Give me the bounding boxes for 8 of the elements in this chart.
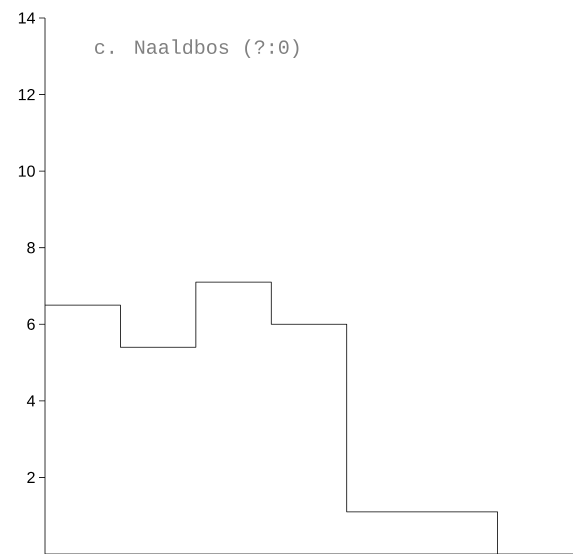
y-tick-label: 10 — [18, 165, 35, 177]
y-tick-label: 4 — [26, 395, 35, 406]
y-tick-label: 8 — [27, 242, 35, 254]
y-tick-label: 2 — [27, 472, 35, 483]
y-tick-label: 12 — [18, 88, 35, 100]
text: c. Naaldbos (?:0) — [95, 39, 298, 58]
y-tick-label: 14 — [18, 12, 35, 24]
y-tick-label: 6 — [27, 318, 35, 330]
